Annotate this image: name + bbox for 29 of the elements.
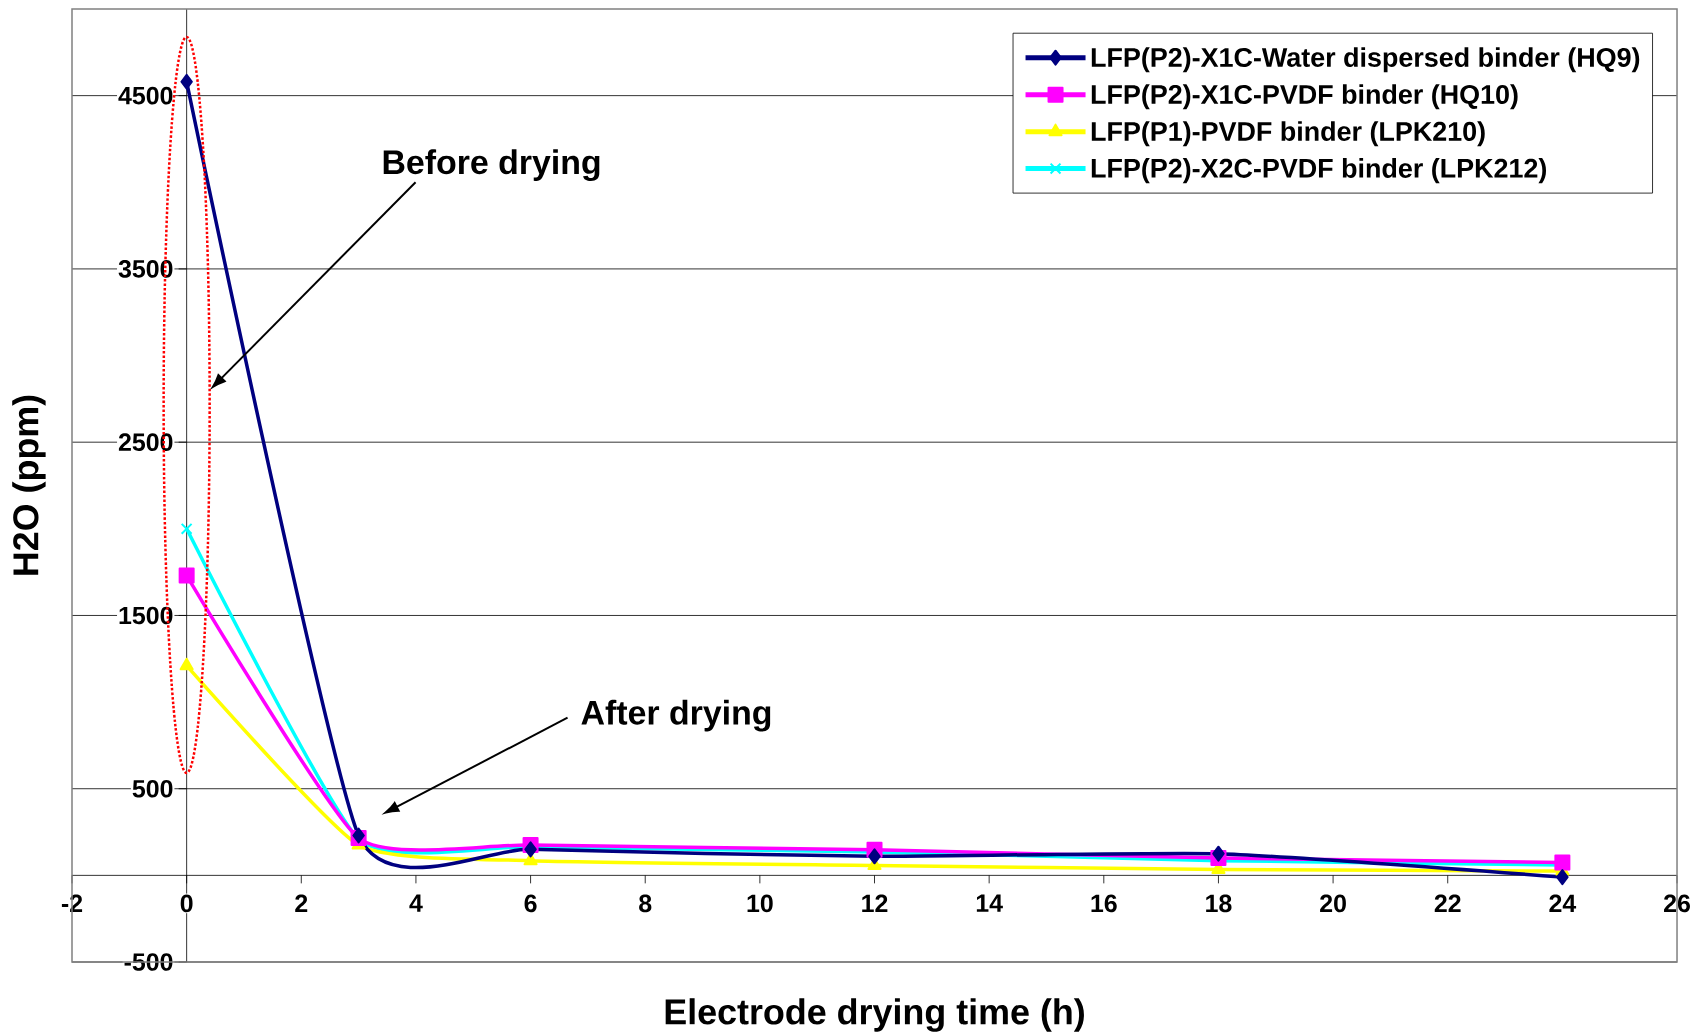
x-tick-label: 6 — [524, 894, 537, 913]
y-tick-label: -500 — [124, 953, 173, 971]
annotation: Before drying — [383, 149, 600, 182]
x-tick-label: 2 — [295, 894, 308, 912]
x-tick-label: 22 — [1434, 894, 1461, 912]
x-tick-label: 14 — [976, 894, 1003, 912]
legend-label: LFP(P2)-X2C-PVDF binder (LPK212) — [1091, 158, 1547, 184]
legend-label: LFP(P2)-X1C-Water dispersed binder (HQ9) — [1091, 47, 1640, 73]
y-tick-label: 500 — [132, 779, 173, 798]
y-axis-title: H2O (ppm) — [12, 395, 46, 575]
y-tick-label: 4500 — [118, 86, 173, 105]
y-tick-label: 2500 — [118, 433, 173, 451]
x-tick-label: 18 — [1206, 894, 1232, 913]
x-tick-label: 20 — [1320, 894, 1346, 913]
x-tick-label: 10 — [747, 894, 773, 913]
x-tick-label: 12 — [862, 894, 888, 912]
legend-label: LFP(P2)-X1C-PVDF binder (HQ10) — [1091, 84, 1518, 110]
x-tick-label: 4 — [409, 894, 423, 912]
x-tick-label: 16 — [1091, 894, 1117, 913]
x-axis-title: Electrode drying time (h) — [665, 998, 1084, 1032]
legend-label: LFP(P1)-PVDF binder (LPK210) — [1091, 121, 1485, 147]
x-tick-label: 8 — [639, 894, 652, 913]
annotation: After drying — [581, 699, 771, 732]
x-tick-label: 0 — [180, 894, 193, 913]
x-tick-label: 26 — [1664, 894, 1690, 913]
y-tick-label: 3500 — [118, 260, 173, 278]
x-tick-label: -2 — [61, 894, 83, 912]
y-tick-label: 1500 — [119, 606, 173, 625]
x-tick-label: 24 — [1549, 894, 1577, 912]
